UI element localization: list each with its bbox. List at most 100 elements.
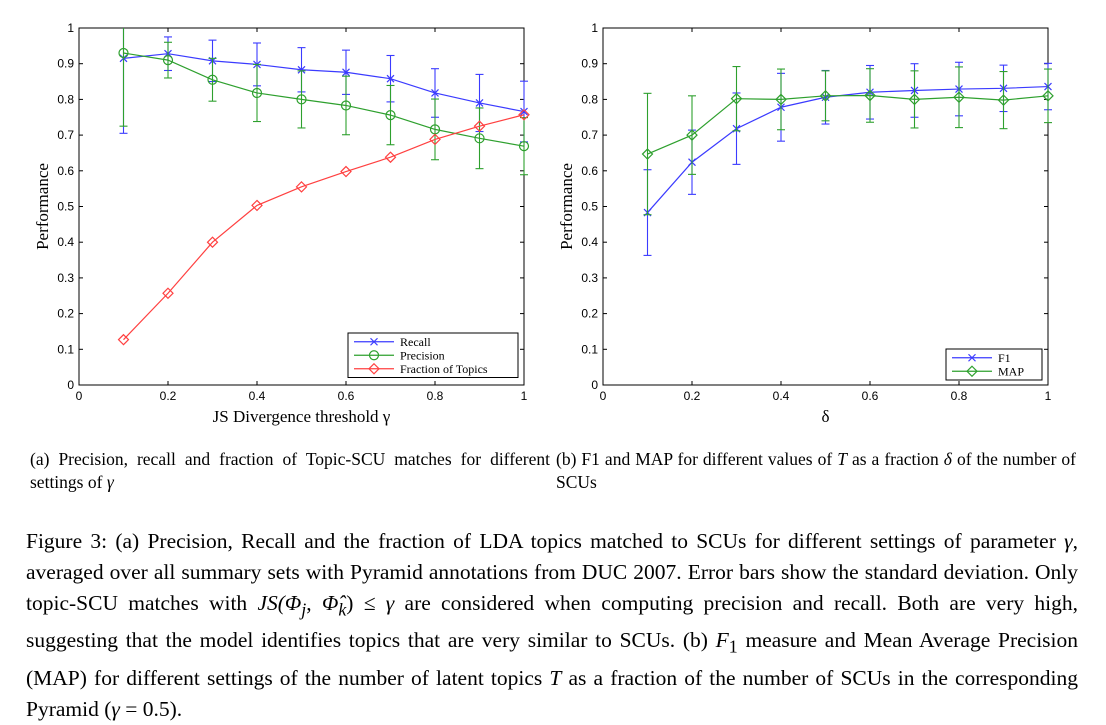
x-tick-label: 0.6	[862, 389, 879, 403]
x-tick-label: 0.2	[160, 389, 177, 403]
subcaption-a-text: (a) Precision, recall and fraction of To…	[30, 449, 550, 492]
data-point	[340, 165, 352, 178]
data-point	[296, 94, 307, 105]
y-tick-label: 0.8	[57, 92, 74, 106]
y-tick-label: 0.3	[581, 271, 598, 285]
series-line	[647, 94, 1049, 155]
legend-item: Precision	[354, 348, 445, 362]
series-map	[641, 66, 1054, 216]
series-line	[123, 53, 525, 113]
y-tick-label: 0.5	[581, 200, 598, 214]
data-point	[342, 68, 350, 77]
data-point	[968, 353, 976, 362]
chart-panel-b: 0 0.1 0.2 0.3 0.4 0.5 0.6 0.7 0.8 0.9 1 0 0.2 0.4 0.6 0…	[557, 21, 1054, 426]
x-tick-label: 0.2	[684, 389, 701, 403]
legend-label: MAP	[998, 364, 1024, 378]
data-point	[997, 94, 1010, 106]
legend-item: MAP	[952, 364, 1024, 378]
data-point	[686, 129, 698, 141]
data-point	[207, 74, 218, 85]
data-point	[864, 89, 876, 102]
series-line	[123, 114, 525, 341]
legend-label: Recall	[400, 335, 431, 349]
chart-panel-a: 0 0.1 0.2 0.3 0.4 0.5 0.6 0.7 0.8 0.9 1 0 0.2 0.4 0.6 0…	[33, 21, 530, 426]
series-line	[123, 52, 525, 147]
legend-item: Fraction of Topics	[354, 362, 488, 376]
legend-item: Recall	[354, 335, 431, 349]
data-point	[340, 100, 352, 111]
caption-F: F	[715, 628, 729, 653]
y-axis-label: Performance	[557, 163, 576, 250]
legend-item: F1	[952, 351, 1011, 365]
caption-part: ) ≤	[346, 591, 386, 615]
data-point	[429, 133, 441, 146]
y-tick-label: 0.4	[581, 235, 598, 249]
subcaption-b-text: (b) F1 and MAP for different values of	[556, 449, 838, 469]
x-axis-label: JS Divergence threshold γ	[213, 407, 391, 426]
data-point	[518, 141, 530, 152]
data-point	[295, 181, 308, 193]
series-precision	[118, 28, 530, 176]
y-tick-label: 1	[591, 21, 598, 35]
x-tick-label: 0	[600, 389, 607, 403]
y-tick-label: 0.2	[581, 307, 598, 321]
caption-gamma: γ	[111, 696, 120, 721]
legend-box	[945, 348, 1043, 381]
chart-a: 0 0.1 0.2 0.3 0.4 0.5 0.6 0.7 0.8 0.9 1 0 0.2 0.4 0.6 0…	[33, 21, 1054, 426]
data-point	[431, 89, 439, 97]
data-point	[162, 287, 174, 300]
x-tick-label: 0	[76, 389, 83, 403]
y-tick-label: 0.3	[57, 271, 74, 285]
y-tick-label: 0	[67, 378, 74, 392]
caption-part: as a fraction of the number of SCUs in t…	[26, 665, 1078, 721]
data-point	[1042, 89, 1054, 102]
data-point	[162, 55, 174, 66]
data-point	[206, 236, 219, 249]
data-point	[520, 107, 528, 116]
data-point	[251, 199, 263, 212]
data-point	[518, 108, 530, 121]
x-tick-label: 0.6	[338, 389, 355, 403]
data-point	[370, 337, 378, 346]
caption-phihat: Φ̂	[321, 591, 339, 615]
subcaption-a-gamma: γ	[106, 472, 114, 492]
data-point	[368, 350, 380, 361]
y-tick-label: 0.8	[581, 92, 598, 106]
series-fraction-of-topics	[117, 108, 530, 346]
figure-caption: Figure 3: (a) Precision, Recall and the …	[26, 526, 1078, 725]
legend-label: F1	[998, 351, 1011, 365]
y-tick-label: 0.9	[581, 57, 598, 71]
data-point	[908, 93, 921, 106]
caption-js: JS(Φ	[257, 591, 302, 615]
data-point	[386, 74, 395, 83]
y-tick-label: 0.4	[57, 235, 74, 249]
caption-part: ,	[306, 591, 322, 615]
series-f1	[643, 61, 1052, 256]
data-point	[819, 89, 832, 102]
y-axis-label: Performance	[33, 163, 52, 250]
caption-part: , averaged over all summary sets with Py…	[26, 529, 1078, 615]
y-tick-label: 0.7	[57, 128, 74, 142]
legend-label: Fraction of Topics	[400, 362, 488, 376]
series-recall	[119, 28, 528, 143]
data-point	[730, 92, 743, 105]
data-point	[251, 87, 263, 99]
caption-part: are considered when computing precision …	[26, 591, 1079, 653]
subcaption-b-T: T	[837, 449, 847, 469]
caption-gamma: γ	[1064, 529, 1073, 553]
y-tick-label: 0.5	[57, 200, 74, 214]
data-point	[475, 99, 484, 107]
data-point	[473, 120, 486, 133]
y-tick-label: 1	[67, 21, 74, 35]
data-point	[368, 362, 380, 375]
data-point	[966, 365, 978, 378]
subcaption-b-delta: δ	[943, 449, 952, 469]
data-point	[641, 148, 654, 160]
x-tick-label: 0.8	[951, 389, 968, 403]
caption-sub-j: j	[301, 599, 307, 620]
data-point	[117, 333, 130, 346]
y-tick-label: 0.1	[57, 342, 74, 356]
